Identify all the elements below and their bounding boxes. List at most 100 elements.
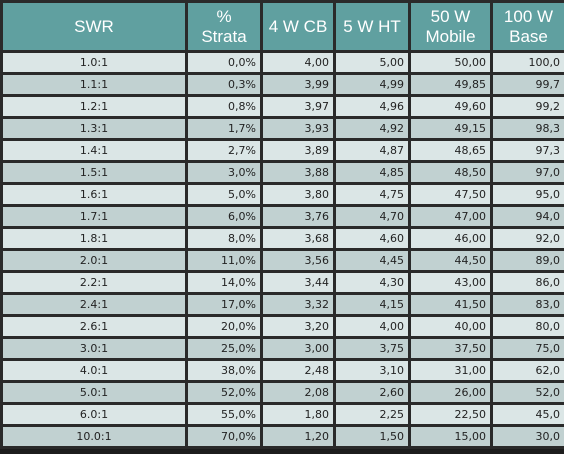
base-100w-cell: 97,3 bbox=[493, 141, 564, 160]
ht-5w-cell: 1,50 bbox=[336, 427, 408, 446]
base-100w-cell: 45,0 bbox=[493, 405, 564, 424]
table-row: 1.1:1 0,3% 3,99 4,99 49,85 99,7 bbox=[3, 75, 564, 94]
cb-4w-cell: 3,80 bbox=[263, 185, 333, 204]
header-swr: SWR bbox=[3, 3, 185, 50]
strata-cell: 8,0% bbox=[188, 229, 260, 248]
ht-5w-cell: 4,70 bbox=[336, 207, 408, 226]
base-100w-cell: 94,0 bbox=[493, 207, 564, 226]
swr-cell: 1.0:1 bbox=[3, 53, 185, 72]
strata-cell: 52,0% bbox=[188, 383, 260, 402]
swr-cell: 6.0:1 bbox=[3, 405, 185, 424]
mobile-50w-cell: 22,50 bbox=[411, 405, 490, 424]
table-row: 10.0:1 70,0% 1,20 1,50 15,00 30,0 bbox=[3, 427, 564, 446]
strata-cell: 1,7% bbox=[188, 119, 260, 138]
table-row: 1.2:1 0,8% 3,97 4,96 49,60 99,2 bbox=[3, 97, 564, 116]
base-100w-cell: 97,0 bbox=[493, 163, 564, 182]
header-4w-cb: 4 W CB bbox=[263, 3, 333, 50]
base-100w-cell: 100,0 bbox=[493, 53, 564, 72]
strata-cell: 0,8% bbox=[188, 97, 260, 116]
mobile-50w-cell: 41,50 bbox=[411, 295, 490, 314]
cb-4w-cell: 2,48 bbox=[263, 361, 333, 380]
table-row: 1.4:1 2,7% 3,89 4,87 48,65 97,3 bbox=[3, 141, 564, 160]
swr-cell: 1.7:1 bbox=[3, 207, 185, 226]
strata-cell: 55,0% bbox=[188, 405, 260, 424]
table-row: 2.6:1 20,0% 3,20 4,00 40,00 80,0 bbox=[3, 317, 564, 336]
base-100w-cell: 95,0 bbox=[493, 185, 564, 204]
strata-cell: 11,0% bbox=[188, 251, 260, 270]
mobile-50w-cell: 37,50 bbox=[411, 339, 490, 358]
strata-cell: 17,0% bbox=[188, 295, 260, 314]
swr-cell: 1.8:1 bbox=[3, 229, 185, 248]
mobile-50w-cell: 49,60 bbox=[411, 97, 490, 116]
cb-4w-cell: 3,20 bbox=[263, 317, 333, 336]
cb-4w-cell: 3,76 bbox=[263, 207, 333, 226]
ht-5w-cell: 3,75 bbox=[336, 339, 408, 358]
ht-5w-cell: 4,99 bbox=[336, 75, 408, 94]
table-row: 2.0:1 11,0% 3,56 4,45 44,50 89,0 bbox=[3, 251, 564, 270]
table-header-row: SWR % Strata 4 W CB 5 W HT 50 W Mobile 100… bbox=[3, 3, 564, 50]
cb-4w-cell: 3,56 bbox=[263, 251, 333, 270]
base-100w-cell: 75,0 bbox=[493, 339, 564, 358]
strata-cell: 70,0% bbox=[188, 427, 260, 446]
table-body: 1.0:1 0,0% 4,00 5,00 50,00 100,0 1.1:1 0,3% 3,99… bbox=[3, 53, 564, 446]
ht-5w-cell: 4,87 bbox=[336, 141, 408, 160]
swr-cell: 3.0:1 bbox=[3, 339, 185, 358]
base-100w-cell: 83,0 bbox=[493, 295, 564, 314]
swr-cell: 5.0:1 bbox=[3, 383, 185, 402]
table-row: 1.0:1 0,0% 4,00 5,00 50,00 100,0 bbox=[3, 53, 564, 72]
cb-4w-cell: 3,00 bbox=[263, 339, 333, 358]
table-row: 1.6:1 5,0% 3,80 4,75 47,50 95,0 bbox=[3, 185, 564, 204]
ht-5w-cell: 2,60 bbox=[336, 383, 408, 402]
swr-cell: 4.0:1 bbox=[3, 361, 185, 380]
cb-4w-cell: 3,93 bbox=[263, 119, 333, 138]
table-row: 1.3:1 1,7% 3,93 4,92 49,15 98,3 bbox=[3, 119, 564, 138]
strata-cell: 0,3% bbox=[188, 75, 260, 94]
mobile-50w-cell: 50,00 bbox=[411, 53, 490, 72]
table-row: 2.2:1 14,0% 3,44 4,30 43,00 86,0 bbox=[3, 273, 564, 292]
table-row: 6.0:1 55,0% 1,80 2,25 22,50 45,0 bbox=[3, 405, 564, 424]
ht-5w-cell: 4,45 bbox=[336, 251, 408, 270]
cb-4w-cell: 3,68 bbox=[263, 229, 333, 248]
ht-5w-cell: 4,15 bbox=[336, 295, 408, 314]
swr-cell: 10.0:1 bbox=[3, 427, 185, 446]
base-100w-cell: 52,0 bbox=[493, 383, 564, 402]
mobile-50w-cell: 48,65 bbox=[411, 141, 490, 160]
swr-cell: 2.2:1 bbox=[3, 273, 185, 292]
mobile-50w-cell: 44,50 bbox=[411, 251, 490, 270]
base-100w-cell: 99,2 bbox=[493, 97, 564, 116]
ht-5w-cell: 4,60 bbox=[336, 229, 408, 248]
swr-cell: 1.6:1 bbox=[3, 185, 185, 204]
swr-cell: 1.1:1 bbox=[3, 75, 185, 94]
strata-cell: 38,0% bbox=[188, 361, 260, 380]
cb-4w-cell: 3,99 bbox=[263, 75, 333, 94]
ht-5w-cell: 4,92 bbox=[336, 119, 408, 138]
table-row: 3.0:1 25,0% 3,00 3,75 37,50 75,0 bbox=[3, 339, 564, 358]
cb-4w-cell: 3,44 bbox=[263, 273, 333, 292]
mobile-50w-cell: 31,00 bbox=[411, 361, 490, 380]
table-row: 1.7:1 6,0% 3,76 4,70 47,00 94,0 bbox=[3, 207, 564, 226]
ht-5w-cell: 4,00 bbox=[336, 317, 408, 336]
base-100w-cell: 80,0 bbox=[493, 317, 564, 336]
table-row: 4.0:1 38,0% 2,48 3,10 31,00 62,0 bbox=[3, 361, 564, 380]
strata-cell: 3,0% bbox=[188, 163, 260, 182]
swr-cell: 1.3:1 bbox=[3, 119, 185, 138]
header-50w-mobile: 50 W Mobile bbox=[411, 3, 490, 50]
header-5w-ht: 5 W HT bbox=[336, 3, 408, 50]
base-100w-cell: 86,0 bbox=[493, 273, 564, 292]
strata-cell: 6,0% bbox=[188, 207, 260, 226]
ht-5w-cell: 4,30 bbox=[336, 273, 408, 292]
swr-cell: 2.0:1 bbox=[3, 251, 185, 270]
mobile-50w-cell: 26,00 bbox=[411, 383, 490, 402]
cb-4w-cell: 2,08 bbox=[263, 383, 333, 402]
cb-4w-cell: 4,00 bbox=[263, 53, 333, 72]
cb-4w-cell: 3,89 bbox=[263, 141, 333, 160]
strata-cell: 25,0% bbox=[188, 339, 260, 358]
mobile-50w-cell: 15,00 bbox=[411, 427, 490, 446]
ht-5w-cell: 4,85 bbox=[336, 163, 408, 182]
mobile-50w-cell: 49,85 bbox=[411, 75, 490, 94]
table-row: 1.5:1 3,0% 3,88 4,85 48,50 97,0 bbox=[3, 163, 564, 182]
cb-4w-cell: 1,80 bbox=[263, 405, 333, 424]
swr-cell: 1.2:1 bbox=[3, 97, 185, 116]
